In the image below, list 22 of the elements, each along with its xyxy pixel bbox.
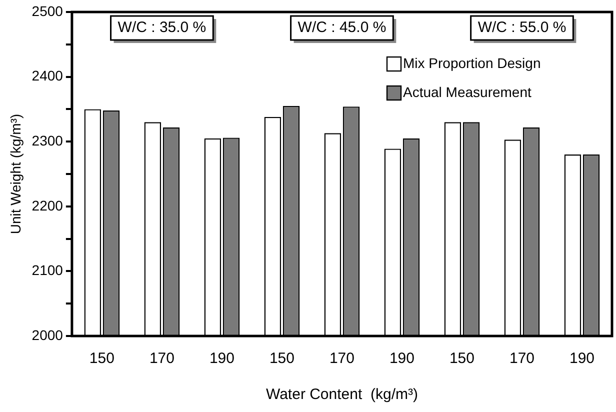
x-tick-label: 190	[209, 350, 234, 368]
y-tick-label: 2100	[32, 262, 64, 278]
annotation: W/C : 55.0 %	[478, 19, 566, 36]
annotation: W/C : 35.0 %	[118, 19, 206, 36]
x-tick-label: 170	[329, 350, 354, 368]
x-axis-title: Water Content (kg/m³)	[266, 386, 418, 404]
x-tick-label: 150	[269, 350, 294, 368]
annotation: W/C : 45.0 %	[298, 19, 386, 36]
y-tick-label: 2500	[32, 2, 64, 19]
x-tick-label: 150	[89, 350, 114, 368]
x-tick-label: 190	[389, 350, 414, 368]
x-tick-label: 170	[509, 350, 535, 368]
y-axis-title: Unit Weight (kg/m³)	[7, 114, 24, 234]
x-tick-label: 170	[149, 350, 174, 368]
legend-label: Mix Proportion Design	[403, 54, 541, 71]
y-tick-label: 2400	[32, 68, 64, 84]
legend-label: Actual Measurement	[403, 84, 532, 100]
y-tick-label: 2300	[32, 132, 64, 148]
y-tick-label: 2200	[32, 197, 64, 214]
x-tick-label: 190	[569, 350, 595, 368]
y-tick-label: 2000	[32, 326, 64, 343]
x-tick-label: 150	[449, 350, 474, 368]
